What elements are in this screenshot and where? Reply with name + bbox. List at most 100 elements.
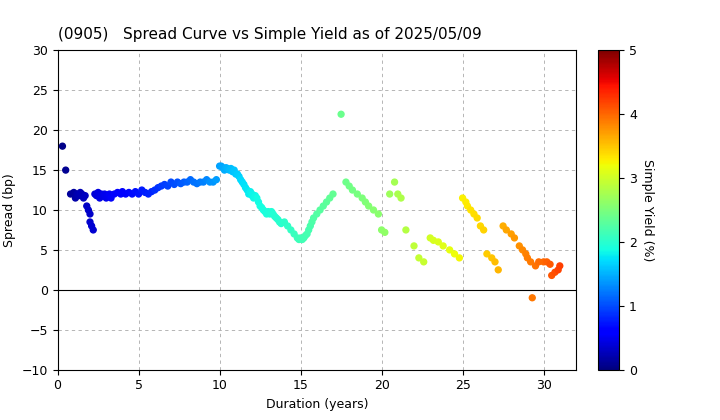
Point	[112, 189, 123, 196]
Point	[81, 202, 92, 209]
Point	[490, 258, 501, 265]
Point	[89, 191, 101, 197]
Point	[68, 189, 79, 196]
Point	[181, 178, 193, 185]
Point	[65, 191, 76, 197]
Point	[241, 186, 253, 193]
Point	[351, 191, 363, 197]
Point	[521, 255, 533, 261]
Point	[549, 269, 561, 276]
Point	[343, 183, 355, 189]
Point	[308, 215, 320, 221]
Point	[222, 165, 233, 172]
Point	[109, 191, 120, 197]
Point	[197, 178, 209, 185]
Point	[288, 231, 300, 237]
Point	[158, 181, 170, 188]
Point	[92, 189, 104, 196]
Point	[94, 194, 106, 201]
Point	[214, 163, 225, 169]
Point	[256, 204, 268, 211]
Point	[83, 207, 94, 213]
Point	[279, 218, 290, 225]
Point	[347, 186, 359, 193]
Point	[259, 208, 271, 215]
Point	[97, 192, 109, 199]
Point	[293, 236, 305, 243]
Point	[376, 226, 387, 233]
Point	[86, 223, 97, 229]
Point	[526, 294, 538, 301]
Point	[73, 192, 84, 199]
Point	[474, 223, 486, 229]
Point	[508, 234, 520, 241]
Point	[271, 215, 282, 221]
Point	[136, 186, 148, 193]
Point	[311, 210, 323, 217]
Point	[100, 194, 112, 201]
Point	[360, 199, 372, 205]
Point	[123, 189, 135, 196]
Point	[96, 191, 107, 197]
Point	[215, 163, 227, 169]
Point	[246, 192, 258, 199]
Point	[300, 232, 311, 239]
Point	[460, 199, 472, 205]
Point	[171, 178, 183, 185]
Point	[269, 213, 281, 220]
Point	[305, 223, 316, 229]
Point	[179, 178, 190, 185]
Point	[530, 262, 541, 269]
Point	[478, 226, 490, 233]
Point	[127, 191, 138, 197]
Point	[191, 180, 203, 187]
Point	[285, 226, 297, 233]
Point	[57, 143, 68, 150]
Point	[454, 255, 465, 261]
Point	[292, 234, 303, 241]
Point	[395, 194, 407, 201]
Point	[99, 191, 110, 197]
Point	[517, 247, 528, 253]
Point	[356, 194, 368, 201]
Point	[70, 194, 81, 201]
Point	[306, 218, 318, 225]
Point	[298, 234, 310, 241]
Point	[408, 242, 420, 249]
Point	[297, 236, 308, 243]
Point	[253, 199, 264, 205]
Point	[153, 184, 164, 191]
Point	[513, 242, 525, 249]
Point	[246, 191, 258, 197]
Point	[254, 202, 266, 209]
Point	[274, 218, 285, 225]
Point	[194, 178, 206, 185]
Point	[175, 180, 186, 187]
Point	[162, 183, 174, 189]
Point	[392, 191, 403, 197]
Point	[444, 247, 456, 253]
Point	[233, 173, 245, 180]
Point	[425, 234, 436, 241]
Point	[327, 191, 339, 197]
Point	[79, 192, 91, 199]
Y-axis label: Spread (bp): Spread (bp)	[3, 173, 16, 247]
Point	[472, 215, 483, 221]
Point	[245, 188, 256, 195]
Point	[207, 178, 219, 185]
Point	[117, 188, 128, 195]
Point	[105, 194, 117, 201]
Point	[468, 210, 480, 217]
Point	[166, 178, 177, 185]
Point	[88, 226, 99, 233]
Point	[225, 165, 237, 172]
Point	[60, 167, 71, 173]
Point	[301, 231, 312, 237]
Point	[235, 176, 246, 183]
Point	[266, 208, 277, 215]
Point	[248, 194, 259, 201]
Point	[168, 181, 180, 188]
Point	[315, 207, 326, 213]
Point	[219, 167, 230, 173]
Point	[533, 258, 544, 265]
